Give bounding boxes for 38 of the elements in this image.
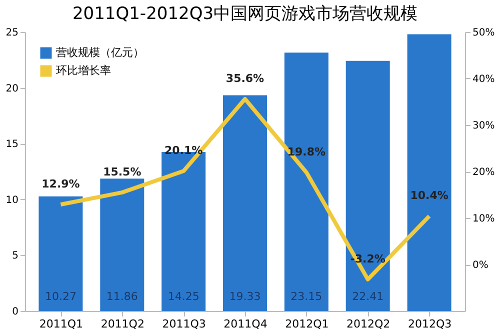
x-tick-label: 2011Q4: [224, 318, 268, 330]
bar: [284, 52, 328, 311]
chart-title: 2011Q1-2012Q3中国网页游戏市场营收规模: [72, 4, 418, 24]
bar: [223, 95, 267, 311]
legend-label: 环比增长率: [56, 64, 111, 77]
bar: [38, 196, 83, 311]
data-label: 22.41: [352, 290, 384, 304]
y-tick-label: 0: [12, 306, 18, 318]
y-tick-label: 25: [6, 28, 18, 38]
x-tick-label: 2012Q2: [346, 318, 390, 330]
legend-label: 营收规模（亿元）: [56, 46, 144, 59]
y2-tick-label: 30%: [472, 120, 495, 132]
data-label: 23.15: [290, 290, 322, 304]
bar: [100, 178, 144, 311]
x-tick-label: 2012Q1: [285, 318, 329, 330]
y2-tick-label: 0%: [472, 260, 488, 271]
y-tick-label: 5: [12, 250, 18, 262]
y-tick-label: 15: [6, 139, 18, 150]
x-tick-label: 2012Q3: [408, 318, 452, 330]
y2-tick-label: 20%: [472, 167, 495, 178]
bar: [346, 60, 390, 311]
x-tick-label: 2011Q3: [162, 318, 206, 330]
data-label: 15.5%: [103, 165, 142, 178]
y2-tick-label: 50%: [472, 28, 495, 38]
data-label: 19.33: [229, 290, 261, 304]
bar: [407, 34, 452, 311]
data-label: 10.27: [44, 290, 76, 304]
data-label: 14.25: [168, 290, 200, 304]
x-tick-label: 2011Q1: [39, 318, 84, 330]
data-label: 11.86: [106, 290, 138, 304]
y2-tick-label: 40%: [472, 74, 495, 85]
x-tick-label: 2011Q2: [100, 318, 144, 330]
data-label: 35.6%: [226, 72, 264, 85]
data-label: 12.9%: [42, 178, 80, 191]
data-label: 10.4%: [410, 189, 448, 202]
y-tick-label: 10: [6, 194, 18, 206]
y-tick-label: 20: [6, 83, 18, 94]
y2-tick-label: 10%: [472, 214, 495, 224]
